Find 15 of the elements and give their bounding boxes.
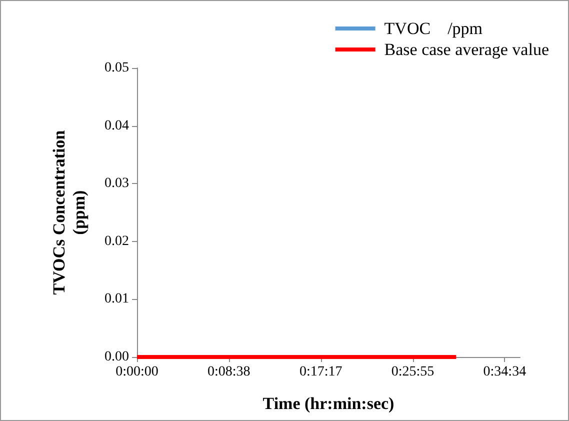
y-tick-label: 0.05: [104, 60, 129, 76]
x-tick-label: 0:08:38: [208, 364, 250, 380]
x-tick-label: 0:17:17: [299, 364, 342, 380]
y-tick-label: 0.02: [104, 234, 129, 249]
legend-label: Base case average value: [384, 40, 550, 59]
x-tick-label: 0:25:55: [391, 364, 434, 380]
y-tick-label: 0.03: [104, 176, 129, 192]
y-tick-label: 0.00: [104, 350, 129, 364]
y-axis-title: TVOCs Concentration (ppm): [50, 130, 88, 295]
y-tick-label: 0.01: [104, 292, 129, 307]
y-tick-label: 0.04: [104, 118, 129, 134]
legend-label: TVOC /ppm: [384, 19, 483, 38]
x-axis-title: Time (hr:min:sec): [262, 394, 394, 413]
x-tick-label: 0:34:34: [483, 364, 526, 380]
x-tick-label: 0:00:00: [116, 364, 158, 380]
